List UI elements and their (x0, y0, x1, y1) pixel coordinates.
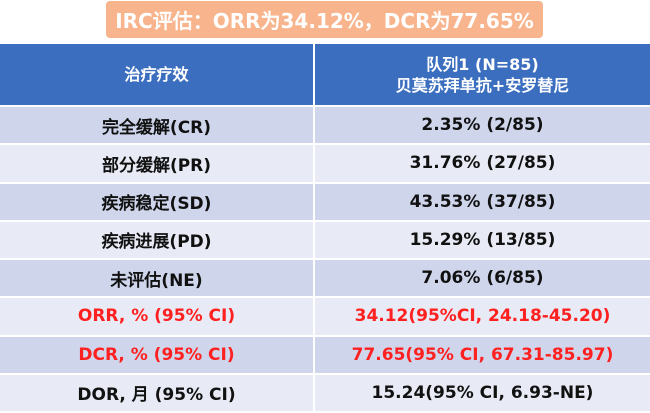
table-row-orr: ORR, % (95% CI) 34.12(95%CI, 24.18-45.20… (0, 297, 650, 337)
row-label: 完全缓解(CR) (0, 106, 314, 146)
row-value: 77.65(95% CI, 67.31-85.97) (313, 335, 650, 375)
header-cohort-line1: 队列1 (N=85) (426, 54, 539, 74)
table-row: 疾病稳定(SD) 43.53% (37/85) (0, 182, 650, 222)
table-row-dcr: DCR, % (95% CI) 77.65(95% CI, 67.31-85.9… (0, 335, 650, 375)
row-label: 疾病进展(PD) (0, 220, 314, 261)
row-label: DOR, 月 (95% CI) (0, 373, 314, 413)
table-row: 未评估(NE) 7.06% (6/85) (0, 259, 650, 299)
table-row: 疾病进展(PD) 15.29% (13/85) (0, 220, 650, 261)
row-value: 34.12(95%CI, 24.18-45.20) (313, 297, 650, 337)
header-efficacy: 治疗疗效 (0, 44, 314, 107)
summary-banner: IRC评估：ORR为34.12%，DCR为77.65% (106, 1, 543, 38)
row-label: 疾病稳定(SD) (0, 182, 314, 222)
row-value: 2.35% (2/85) (313, 106, 650, 146)
row-value: 43.53% (37/85) (313, 182, 650, 222)
row-value: 31.76% (27/85) (313, 144, 650, 184)
row-value: 7.06% (6/85) (313, 259, 650, 299)
row-label: 未评估(NE) (0, 259, 314, 299)
table-header-row: 治疗疗效 队列1 (N=85) 贝莫苏拜单抗+安罗替尼 (0, 44, 650, 107)
table-row: 完全缓解(CR) 2.35% (2/85) (0, 106, 650, 146)
header-cohort: 队列1 (N=85) 贝莫苏拜单抗+安罗替尼 (313, 44, 650, 107)
row-value: 15.24(95% CI, 6.93-NE) (313, 373, 650, 413)
row-label: ORR, % (95% CI) (0, 297, 314, 337)
efficacy-table: 治疗疗效 队列1 (N=85) 贝莫苏拜单抗+安罗替尼 完全缓解(CR) 2.3… (0, 44, 650, 413)
table-row-dor: DOR, 月 (95% CI) 15.24(95% CI, 6.93-NE) (0, 373, 650, 413)
table-row: 部分缓解(PR) 31.76% (27/85) (0, 144, 650, 184)
row-label: DCR, % (95% CI) (0, 335, 314, 375)
header-cohort-line2: 贝莫苏拜单抗+安罗替尼 (395, 75, 570, 95)
row-label: 部分缓解(PR) (0, 144, 314, 184)
row-value: 15.29% (13/85) (313, 220, 650, 261)
